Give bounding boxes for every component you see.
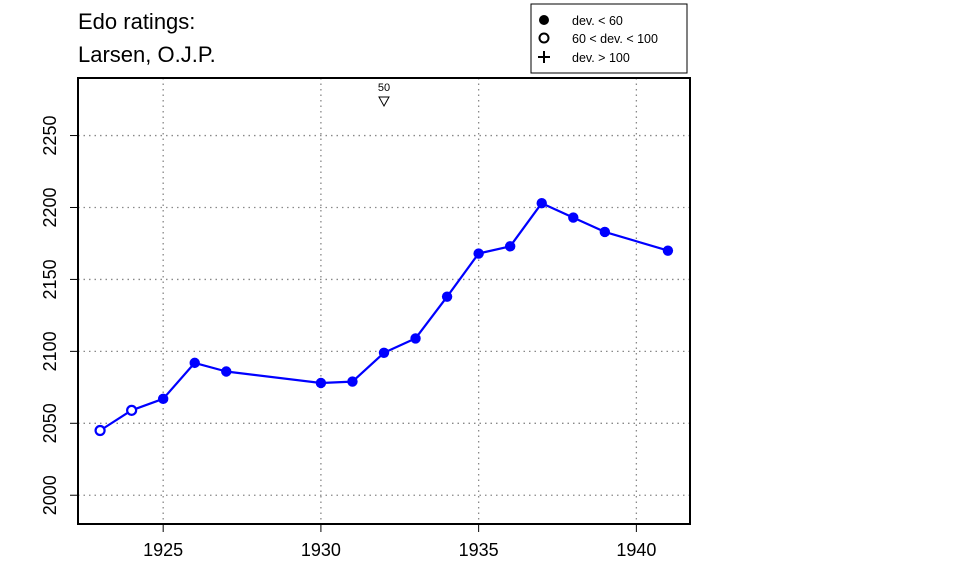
legend: dev. < 60 60 < dev. < 100 dev. > 100 (530, 3, 688, 74)
x-tick-label: 1930 (301, 540, 341, 560)
annotation-triangle-icon (378, 96, 390, 108)
data-point-filled (157, 393, 169, 405)
legend-box (530, 3, 688, 74)
data-point-filled (536, 197, 547, 209)
rating-line (99, 202, 669, 432)
axes: 1925 1930 1935 1940 2000 2050 2100 2150 2200 2250 (40, 116, 656, 560)
rating-series (94, 197, 674, 437)
legend-label-1: dev. < 60 (572, 14, 623, 28)
data-point-filled (410, 333, 421, 344)
annotations: 50 (378, 82, 390, 108)
data-point-filled (504, 241, 516, 252)
data-point-filled (189, 357, 200, 369)
data-point-filled (347, 376, 358, 387)
data-point-filled (473, 248, 484, 259)
legend-label-2: 60 < dev. < 100 (572, 32, 658, 46)
data-point-open (94, 424, 106, 437)
legend-plus-icon (538, 51, 550, 63)
legend-open-circle-icon (538, 32, 550, 44)
annotation-label: 50 (378, 82, 390, 94)
y-tick-label: 2050 (40, 403, 60, 443)
plot-frame (77, 77, 691, 525)
data-point-filled (378, 347, 390, 358)
data-point-filled (315, 377, 327, 389)
data-point-filled (599, 226, 611, 238)
legend-filled-circle-icon (539, 15, 549, 25)
y-tick-label: 2200 (40, 187, 60, 227)
x-tick-label: 1940 (616, 540, 656, 560)
y-tick-label: 2250 (40, 116, 60, 156)
y-tick-label: 2150 (40, 259, 60, 299)
chart-title-line-1: Edo ratings: (78, 9, 195, 34)
grid-lines (78, 78, 690, 524)
data-point-filled (568, 212, 579, 223)
chart-title-line-2: Larsen, O.J.P. (78, 42, 216, 67)
data-point-filled (441, 291, 453, 302)
data-point-filled (662, 245, 674, 256)
legend-label-3: dev. > 100 (572, 51, 630, 65)
y-tick-label: 2100 (40, 331, 60, 371)
x-tick-label: 1925 (143, 540, 183, 560)
y-tick-label: 2000 (40, 475, 60, 515)
data-point-filled (221, 366, 232, 377)
data-point-open (126, 404, 138, 416)
x-tick-label: 1935 (459, 540, 499, 560)
